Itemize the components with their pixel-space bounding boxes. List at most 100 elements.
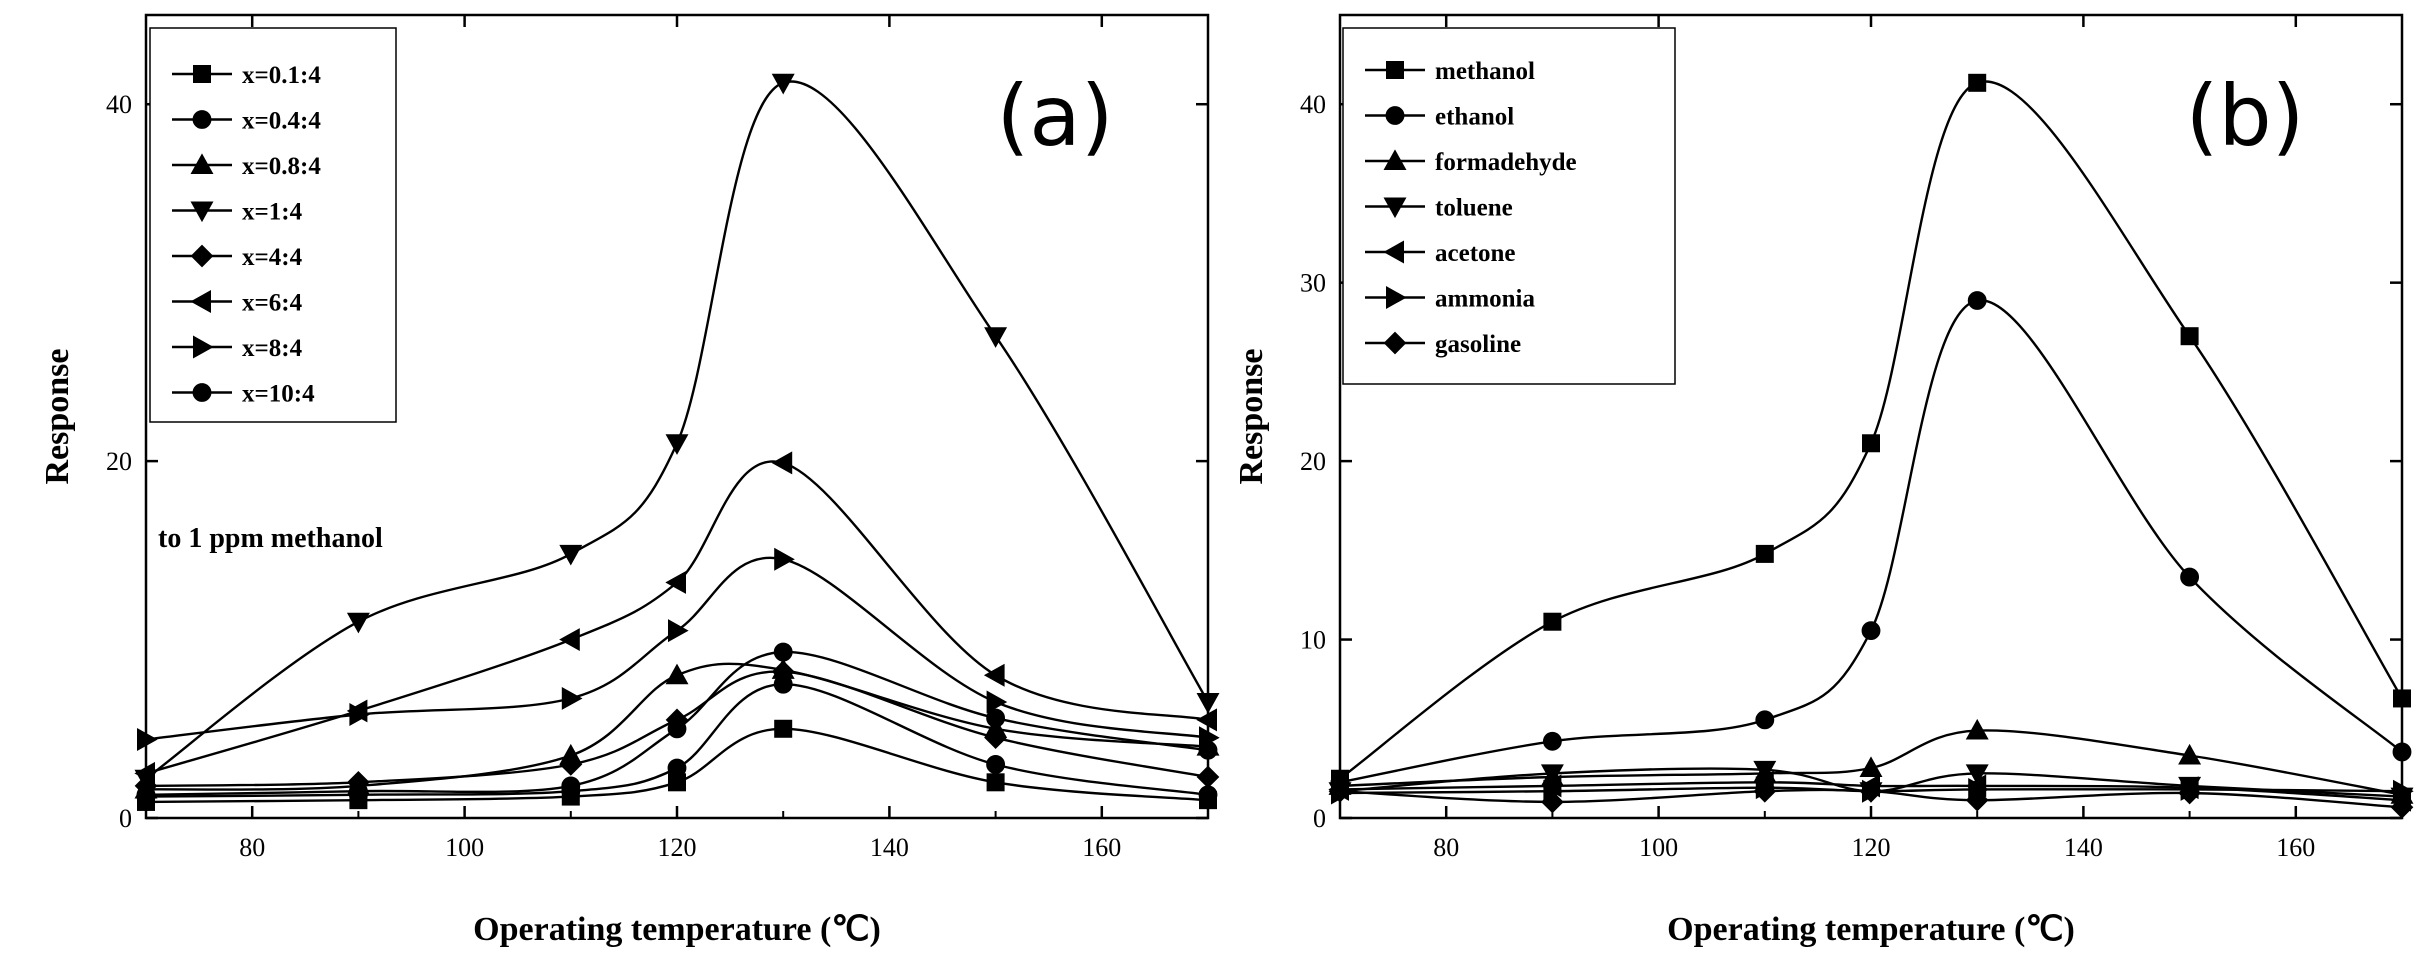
legend-label-a-0: x=0.1:4: [242, 62, 321, 89]
data-point-a-6-2: [561, 686, 583, 710]
y-tick-label-b-1: 10: [1300, 626, 1326, 655]
data-point-b-1-4: [1967, 291, 1987, 310]
x-tick-label-a-3: 140: [870, 833, 909, 862]
data-point-a-2-3: [665, 663, 689, 685]
legend-label-a-4: x=4:4: [242, 244, 303, 271]
y-tick-label-b-0: 0: [1313, 804, 1326, 833]
legend-a: x=0.1:4 x=0.4:4 x=0.8:4 x=1:4 x=4:4 x=6:4 x=8:…: [149, 27, 397, 423]
data-point-b-1-5: [2180, 567, 2200, 587]
data-point-a-7-3: [667, 719, 687, 739]
x-tick-label-b-3: 140: [2064, 833, 2103, 862]
data-point-a-1-5: [986, 755, 1006, 774]
data-point-a-6-3: [668, 619, 689, 643]
data-point-b-1-2: [1755, 710, 1775, 730]
legend-label-a-5: x=6:4: [242, 290, 303, 317]
data-point-a-7-5: [986, 708, 1006, 728]
y-tick-label-a-0: 0: [119, 804, 132, 833]
data-point-a-5-3: [665, 570, 686, 594]
data-point-a-3-2: [559, 544, 583, 566]
data-point-a-1-3: [667, 758, 687, 778]
data-point-b-6-2: [1753, 779, 1777, 803]
legend-label-a-1: x=0.4:4: [242, 108, 321, 135]
data-point-a-6-4: [774, 547, 795, 571]
x-tick-label-b-1: 100: [1639, 833, 1678, 862]
data-point-b-0-3: [1862, 434, 1880, 453]
legend-label-b-6: gasoline: [1435, 331, 1521, 358]
legend-marker-b-5: [1386, 286, 1407, 309]
legend-label-b-3: toluene: [1435, 195, 1513, 222]
x-axis-title-b: Operating temperature (℃): [1667, 911, 2075, 948]
legend-marker-a-7: [192, 383, 212, 402]
data-point-b-2-4: [1965, 718, 1989, 740]
data-point-a-6-1: [349, 703, 371, 726]
data-point-b-0-4: [1968, 73, 1987, 92]
series-group-b: [1328, 73, 2414, 819]
y-axis-title-a: Response: [39, 348, 76, 484]
y-tick-label-b-4: 40: [1300, 90, 1326, 119]
data-point-b-3-2: [1753, 760, 1777, 782]
data-point-a-7-1: [348, 781, 368, 801]
data-point-b-2-5: [2178, 743, 2202, 765]
data-point-b-0-2: [1755, 544, 1774, 563]
x-tick-label-a-2: 120: [658, 833, 697, 862]
data-point-b-3-1: [1540, 764, 1564, 786]
data-point-a-3-3: [665, 434, 689, 455]
data-point-a-4-5: [984, 726, 1007, 750]
annotation-text: to 1 ppm methanol: [158, 523, 383, 554]
chart-panel-a: 80 100 120 140 160 0 20 40 Operating temperature…: [39, 13, 1220, 948]
panel-label-b: (b): [2186, 67, 2305, 165]
x-tick-label-a-1: 100: [445, 833, 484, 862]
legend-box-a: [149, 27, 397, 423]
data-point-a-7-4: [773, 642, 793, 662]
y-tick-label-b-3: 30: [1300, 269, 1326, 298]
data-point-a-6-5: [986, 690, 1008, 714]
data-point-a-3-1: [346, 612, 370, 634]
y-tick-label-a-2: 40: [106, 90, 132, 119]
legend-marker-a-3: [190, 201, 214, 223]
data-point-b-0-1: [1543, 612, 1562, 631]
data-point-a-4-4: [771, 660, 795, 684]
data-point-a-5-5: [983, 663, 1005, 687]
y-axis-title-b: Response: [1233, 348, 1270, 484]
data-point-a-3-4: [771, 73, 795, 95]
x-tick-label-a-0: 80: [239, 833, 265, 862]
data-point-a-5-2: [559, 628, 580, 652]
data-point-a-5-4: [771, 451, 793, 475]
y-tick-label-a-1: 20: [106, 447, 132, 476]
x-tick-label-b-4: 160: [2276, 833, 2315, 862]
data-point-b-6-4: [1965, 788, 1989, 812]
x-tick-label-b-2: 120: [1852, 833, 1891, 862]
panel-label-a: (a): [996, 67, 1113, 165]
legend-label-b-4: acetone: [1435, 240, 1516, 267]
legend-label-a-2: x=0.8:4: [242, 153, 321, 180]
legend-label-b-2: formadehyde: [1435, 149, 1577, 176]
legend-marker-b-1: [1385, 106, 1405, 125]
legend-marker-b-6: [1383, 331, 1407, 355]
legend-label-b-0: methanol: [1435, 58, 1535, 85]
legend-marker-b-3: [1383, 197, 1407, 219]
data-point-a-0-4: [774, 719, 793, 738]
legend-marker-b-0: [1386, 61, 1404, 79]
x-axis-title-a: Operating temperature (℃): [473, 911, 881, 948]
chart-panel-b: 80 100 120 140 160 0 10 20 30 40 Operating tempera…: [1233, 13, 2414, 948]
data-point-a-4-2: [559, 753, 583, 776]
data-point-b-2-3: [1859, 756, 1883, 778]
legend-marker-a-0: [193, 65, 211, 83]
data-point-a-7-2: [561, 776, 581, 796]
legend-label-b-5: ammonia: [1435, 286, 1536, 313]
legend-marker-a-6: [193, 335, 214, 359]
series-group-a: [134, 73, 1220, 811]
x-tick-label-b-0: 80: [1433, 833, 1459, 862]
legend-marker-a-4: [190, 244, 214, 268]
legend-marker-b-4: [1383, 240, 1404, 264]
legend-label-b-1: ethanol: [1435, 104, 1514, 131]
legend-marker-a-5: [190, 290, 211, 313]
data-point-b-0-5: [2180, 327, 2199, 346]
legend-marker-b-2: [1383, 149, 1407, 170]
data-point-b-6-5: [2178, 781, 2201, 805]
data-point-b-6-3: [1859, 779, 1883, 803]
legend-label-a-3: x=1:4: [242, 199, 303, 226]
y-tick-label-b-2: 20: [1300, 447, 1326, 476]
data-point-b-1-3: [1861, 621, 1881, 641]
